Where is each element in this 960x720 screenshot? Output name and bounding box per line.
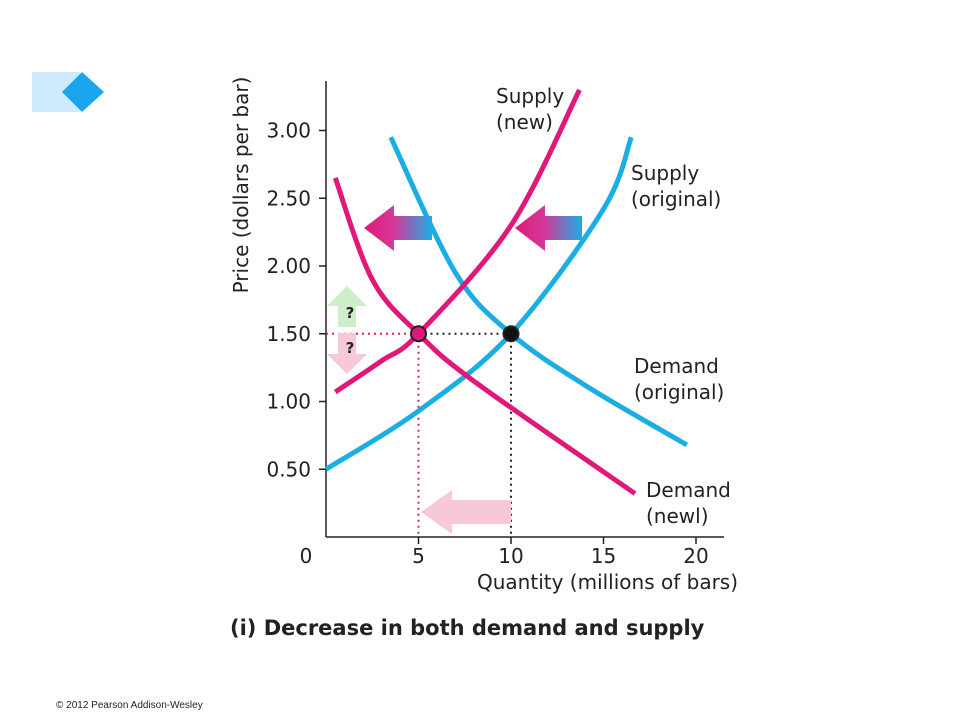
label-demand-original-line1: Demand (634, 354, 719, 378)
x-tick-label: 15 (591, 544, 616, 568)
label-demand-new: Demand (newl) (646, 478, 737, 528)
x-axis-title: Quantity (millions of bars) (477, 570, 738, 594)
y-tick-label: 0.50 (266, 457, 311, 481)
x-tick-label: 20 (683, 544, 708, 568)
y-tick-label: 2.50 (266, 186, 311, 210)
label-supply-new-line1: Supply (496, 84, 564, 108)
logo-icon (32, 72, 104, 112)
x-tick-label: 0 (300, 544, 313, 568)
quantity-decrease-arrow-icon (421, 490, 511, 534)
y-tick-label: 2.00 (266, 254, 311, 278)
label-supply-new-line2: (new) (496, 110, 553, 134)
price-down-arrow-icon (327, 333, 367, 374)
series-supply-new (333, 88, 582, 395)
label-demand-new-line2: (newl) (646, 504, 709, 528)
label-demand-new-line1: Demand (646, 478, 731, 502)
equilibrium-point-new (410, 325, 427, 343)
y-axis-title: Price (dollars per bar) (229, 77, 253, 294)
question-mark-up: ? (346, 304, 355, 322)
question-mark-down: ? (346, 339, 355, 357)
label-supply-original-line1: Supply (631, 161, 699, 185)
chart-caption: (i) Decrease in both demand and supply (230, 616, 705, 640)
price-up-arrow-icon (327, 286, 367, 327)
y-tick-label: 1.50 (266, 322, 311, 346)
x-tick-label: 10 (498, 544, 523, 568)
label-supply-original-line2: (original) (631, 187, 721, 211)
label-supply-original: Supply (original) (631, 161, 721, 211)
equilibrium-point-original (502, 325, 520, 343)
label-supply-new: Supply (new) (496, 84, 571, 134)
x-tick-label: 5 (412, 544, 425, 568)
y-tick-label: 1.00 (266, 390, 311, 414)
label-demand-original: Demand (original) (634, 354, 725, 404)
y-tick-label: 3.00 (266, 119, 311, 143)
copyright-text: © 2012 Pearson Addison-Wesley (56, 700, 203, 711)
label-demand-original-line2: (original) (634, 380, 724, 404)
demand-shift-arrow-icon (364, 205, 432, 251)
supply-shift-arrow-icon (515, 205, 582, 251)
